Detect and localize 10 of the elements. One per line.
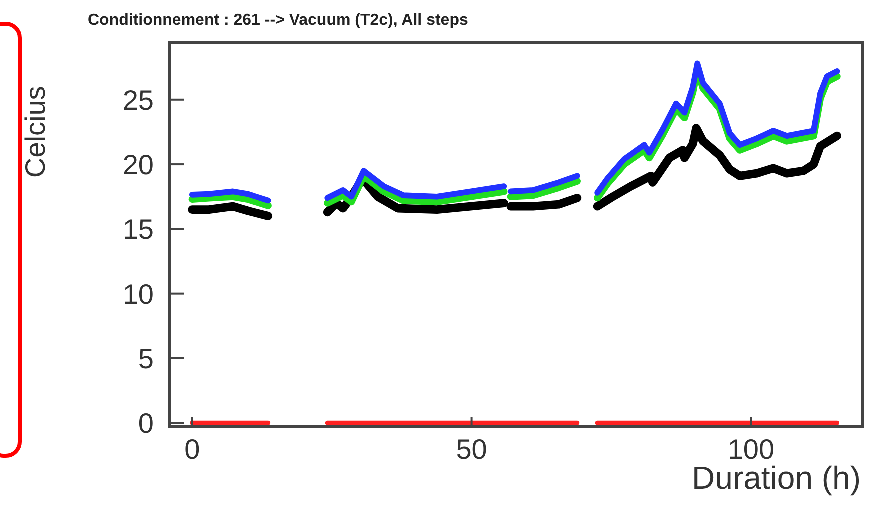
chart-title: Conditionnement : 261 --> Vacuum (T2c), All steps [88, 12, 468, 30]
y-tick-label: 20 [122, 149, 154, 180]
y-tick-label: 15 [122, 214, 154, 246]
y-tick-label: 25 [122, 84, 154, 116]
y-tick-label: 10 [122, 278, 154, 310]
y-tick-label: 0 [138, 408, 154, 440]
y-axis-title: Celcius [20, 86, 52, 178]
y-tick-label: 5 [138, 343, 154, 374]
x-tick-label: 50 [456, 434, 488, 465]
x-tick-label: 0 [184, 434, 200, 465]
